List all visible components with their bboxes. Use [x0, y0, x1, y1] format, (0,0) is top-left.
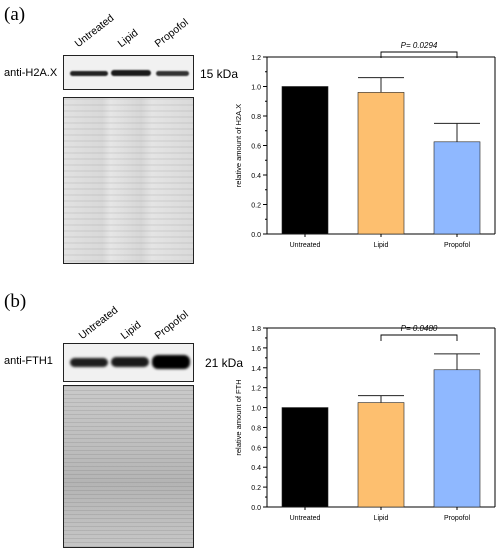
significance-bracket	[380, 51, 458, 58]
y-tick-label: 1.2	[251, 55, 261, 62]
y-tick-label: 0.2	[251, 203, 261, 210]
x-tick-label: Lipid	[374, 242, 389, 249]
p-value-annotation: P= 0.0480	[401, 324, 438, 333]
panel-a-label: (a)	[4, 4, 26, 25]
bar-lipid	[357, 402, 405, 508]
y-tick-label: 0.0	[251, 505, 261, 512]
lane-label-untreated: Untreated	[76, 304, 121, 342]
y-tick-label: 0.6	[251, 445, 261, 452]
y-tick-label: 0.2	[251, 485, 261, 492]
y-tick-label: 0.8	[251, 425, 261, 432]
lane-label-propofol: Propofol	[152, 16, 191, 50]
y-tick-label: 1.4	[251, 366, 261, 373]
western-blot-band-h2ax	[63, 55, 194, 90]
y-tick-label: 1.0	[251, 406, 261, 413]
panel-b-label: (b)	[4, 291, 27, 312]
y-tick-label: 0.4	[251, 173, 261, 180]
y-axis-label: relative amount of FTH	[234, 379, 243, 455]
y-tick-label: 0.4	[251, 465, 261, 472]
antibody-label: anti-H2A.X	[4, 67, 58, 79]
total-protein-stain-a	[63, 97, 194, 264]
significance-bracket	[380, 334, 458, 341]
bar-chart-fth: 0.0 0.2 0.4 0.6 0.8 1.0 1.2 1.4 1.6 1.8 relative a…	[234, 324, 496, 522]
total-protein-stain-b	[63, 385, 194, 548]
kda-label: 15 kDa	[200, 67, 239, 81]
y-tick-label: 0.8	[251, 114, 261, 121]
y-tick-label: 1.0	[251, 85, 261, 92]
bar-chart-h2ax: 0.0 0.2 0.4 0.6 0.8 1.0 1.2 relative amount of …	[234, 41, 496, 249]
x-tick-label: Lipid	[374, 515, 389, 522]
band-lipid	[111, 70, 151, 76]
y-axis-label: relative amount of H2A.X	[234, 104, 243, 187]
bar-lipid	[357, 92, 405, 235]
bar-untreated	[281, 86, 329, 235]
y-tick-label: 1.2	[251, 386, 261, 393]
y-tick-label: 0.0	[251, 232, 261, 239]
x-tick-label: Untreated	[290, 515, 321, 522]
y-tick-label: 1.8	[251, 326, 261, 333]
band-propofol	[152, 355, 190, 369]
lane-label-propofol: Propofol	[152, 308, 191, 342]
x-tick-label: Untreated	[290, 242, 321, 249]
bar-propofol	[433, 141, 481, 235]
bar-propofol	[433, 369, 481, 508]
x-tick-label: Propofol	[444, 515, 471, 522]
y-tick-label: 1.6	[251, 346, 261, 353]
p-value-annotation: P= 0.0294	[401, 41, 438, 50]
y-tick-label: 0.6	[251, 144, 261, 151]
lane-label-lipid: Lipid	[118, 318, 144, 342]
lane-label-lipid: Lipid	[115, 26, 141, 50]
kda-label: 21 kDa	[205, 356, 244, 370]
lane-label-untreated: Untreated	[72, 12, 117, 51]
band-lipid	[111, 357, 149, 367]
band-untreated	[70, 358, 108, 367]
x-tick-label: Propofol	[444, 242, 471, 249]
western-blot-band-fth1	[63, 343, 194, 382]
band-propofol	[156, 71, 189, 76]
bar-untreated	[281, 407, 329, 508]
antibody-label: anti-FTH1	[4, 355, 53, 367]
band-untreated	[70, 71, 108, 76]
